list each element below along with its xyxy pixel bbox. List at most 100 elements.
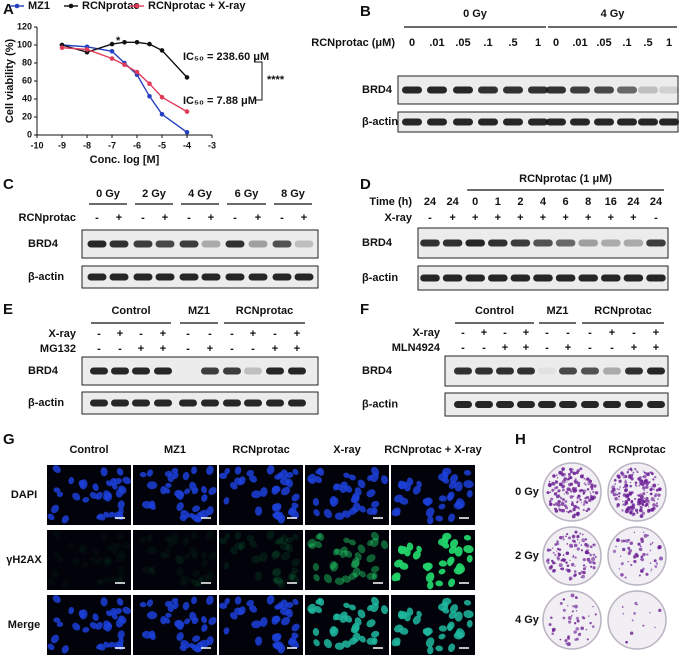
- legend-marker: [68, 3, 74, 9]
- lane-cell: -: [233, 212, 237, 224]
- blot-band: [555, 274, 576, 282]
- colony: [618, 495, 621, 498]
- lane-cell: -: [566, 327, 570, 339]
- colony: [565, 568, 569, 572]
- nucleus: [191, 552, 199, 560]
- blot-band: [111, 367, 129, 375]
- colony: [579, 532, 582, 535]
- nucleus: [422, 628, 429, 635]
- colony: [640, 498, 644, 502]
- nucleus: [344, 485, 353, 493]
- nucleus: [52, 595, 61, 603]
- blot-band: [90, 399, 108, 407]
- nucleus: [141, 565, 152, 574]
- lane-cell: 1: [495, 196, 501, 208]
- data-point: [109, 49, 115, 54]
- nucleus: [271, 550, 280, 560]
- colony: [646, 534, 649, 537]
- nucleus: [435, 580, 444, 587]
- nucleus: [366, 489, 376, 498]
- nucleus: [351, 557, 360, 568]
- colony: [549, 491, 552, 493]
- colony: [580, 576, 583, 578]
- blot-band: [248, 273, 268, 281]
- nucleus: [291, 493, 300, 502]
- colony: [572, 508, 576, 512]
- nucleus: [343, 602, 350, 608]
- colony: [576, 506, 580, 510]
- colony: [548, 480, 551, 483]
- blot-band: [155, 273, 175, 281]
- blot-band: [453, 86, 473, 94]
- nucleus: [208, 616, 217, 625]
- nucleus: [184, 618, 191, 625]
- lane-cell: -: [208, 328, 212, 340]
- nucleus: [366, 572, 377, 580]
- colony: [628, 491, 631, 494]
- protein-label: β-actin: [362, 398, 398, 410]
- lane-cell: +: [250, 328, 256, 340]
- nucleus: [122, 606, 132, 615]
- lane-cell: +: [653, 327, 659, 339]
- nucleus: [371, 565, 380, 573]
- nucleus: [82, 627, 90, 633]
- colony: [572, 554, 575, 556]
- nucleus: [149, 565, 156, 573]
- colony: [547, 483, 552, 488]
- colony: [655, 488, 659, 492]
- colony: [592, 490, 595, 494]
- nucleus: [441, 471, 449, 478]
- blot-band: [646, 239, 666, 247]
- lane-cell: -: [461, 342, 465, 354]
- blot-band: [623, 274, 644, 282]
- row-label: 4 Gy: [515, 614, 540, 626]
- colony: [587, 498, 592, 503]
- data-point: [109, 56, 115, 61]
- nucleus: [317, 467, 325, 476]
- data-point: [109, 41, 115, 47]
- panel-label: A: [3, 1, 14, 18]
- nucleus: [357, 479, 366, 489]
- colony: [589, 491, 591, 493]
- nucleus: [354, 552, 362, 561]
- lane-cell: +: [449, 212, 455, 224]
- micrograph: [391, 530, 475, 590]
- nucleus: [312, 562, 320, 572]
- colony: [622, 486, 625, 489]
- colony: [634, 601, 638, 605]
- lane-cell: -: [654, 212, 658, 224]
- colony: [546, 548, 551, 552]
- lane-cell: 1: [535, 37, 541, 49]
- group-label: 0 Gy: [463, 8, 488, 20]
- colony: [645, 572, 649, 576]
- colony: [621, 509, 624, 512]
- blot-band: [625, 401, 643, 408]
- colony: [564, 506, 569, 510]
- colony: [573, 543, 578, 548]
- colony: [582, 489, 585, 492]
- nucleus: [397, 610, 405, 620]
- colony: [627, 538, 631, 542]
- nucleus: [448, 643, 456, 653]
- colony: [569, 490, 573, 493]
- blot-frame: [81, 391, 319, 415]
- row-label: X-ray: [412, 327, 440, 339]
- nucleus: [164, 470, 173, 477]
- nucleus: [56, 621, 64, 628]
- nucleus: [291, 632, 299, 639]
- nucleus: [447, 556, 455, 565]
- colony: [576, 500, 579, 503]
- nucleus: [313, 639, 320, 647]
- nucleus: [165, 547, 172, 553]
- nucleus: [266, 595, 275, 605]
- colony: [644, 504, 648, 507]
- blot-band: [465, 274, 485, 282]
- colony: [627, 560, 630, 563]
- nucleus: [315, 534, 322, 540]
- colony: [648, 481, 651, 484]
- colony: [582, 564, 585, 567]
- colony: [553, 507, 557, 511]
- nucleus: [116, 468, 124, 476]
- colony: [612, 493, 617, 497]
- colony: [548, 566, 553, 570]
